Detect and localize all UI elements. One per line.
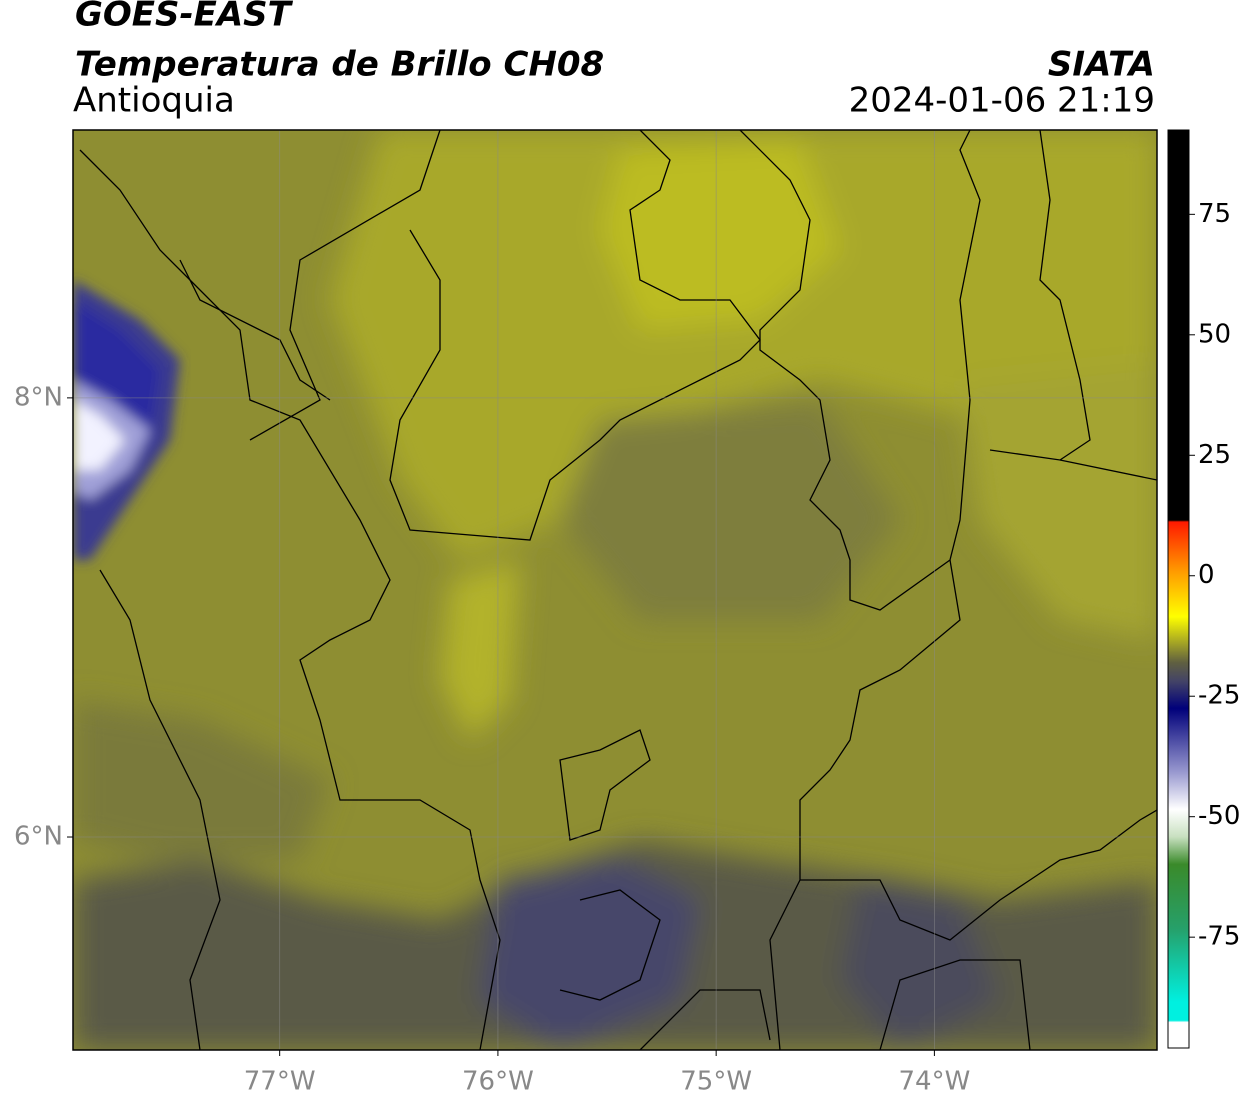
- colorbar-tick-label: -75: [1198, 922, 1240, 952]
- x-tick-label: 75°W: [680, 1067, 752, 1097]
- graticule: 77°W 76°W 75°W 74°W 8°N 6°N: [14, 130, 1157, 1097]
- colorbar: [1167, 129, 1190, 1049]
- y-tick-label: 6°N: [14, 822, 63, 852]
- colorbar-tick-label: 50: [1198, 319, 1231, 349]
- y-tick-label: 8°N: [14, 382, 63, 412]
- colorbar-tick-label: 75: [1198, 199, 1231, 229]
- x-tick-label: 74°W: [898, 1067, 970, 1097]
- satellite-image: [73, 130, 1157, 1050]
- source: SIATA: [1048, 45, 1155, 85]
- colorbar-ticks: 75 50 25 0 -25 -50 -75: [1189, 199, 1240, 952]
- x-tick-label: 77°W: [244, 1067, 316, 1097]
- subtitle: Temperatura de Brillo CH08: [75, 45, 604, 85]
- x-tick-label: 76°W: [462, 1067, 534, 1097]
- map-frame: [72, 129, 1158, 1051]
- colorbar-tick-label: -25: [1198, 681, 1240, 711]
- region: Antioquia: [73, 81, 235, 121]
- colorbar-tick-label: 25: [1198, 440, 1231, 470]
- colorbar-tick-label: -50: [1198, 801, 1240, 831]
- boundaries: [79, 130, 1157, 1050]
- datetime: 2024-01-06 21:19: [849, 81, 1155, 121]
- colorbar-tick-label: 0: [1198, 560, 1215, 590]
- title: GOES-EAST: [75, 0, 294, 35]
